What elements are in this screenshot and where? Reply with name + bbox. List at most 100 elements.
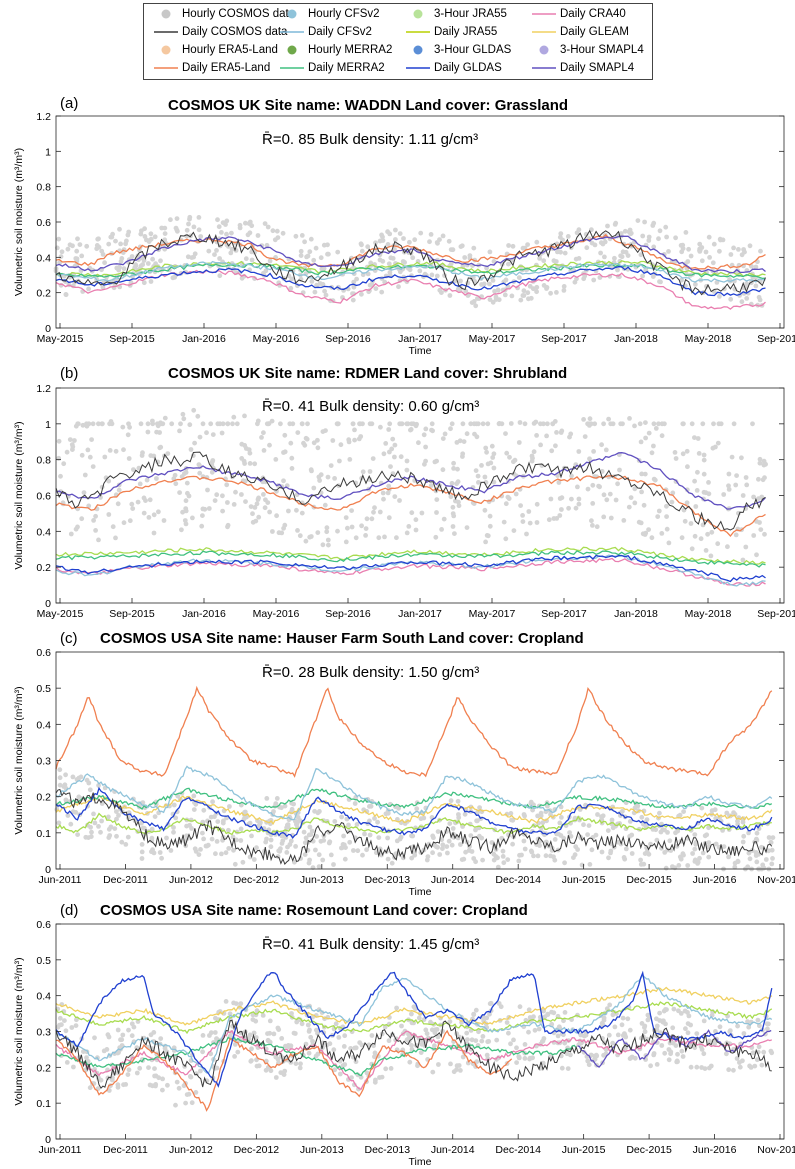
hourly-point — [685, 1030, 691, 1036]
hourly-point — [701, 457, 707, 463]
hourly-point — [650, 223, 656, 228]
hourly-point — [311, 485, 317, 491]
hourly-point — [450, 504, 456, 510]
x-tick-label: May-2017 — [469, 333, 516, 345]
hourly-point — [725, 544, 730, 550]
hourly-point — [632, 500, 638, 506]
hourly-point — [71, 1064, 76, 1070]
hourly-point — [557, 513, 563, 518]
hourly-point — [79, 516, 85, 522]
hourly-point — [621, 855, 627, 860]
legend-swatch — [413, 45, 423, 55]
hourly-point — [657, 810, 662, 816]
hourly-point — [569, 473, 574, 479]
hourly-point — [640, 531, 646, 537]
hourly-point — [388, 464, 393, 469]
hourly-point — [156, 509, 161, 515]
hourly-point — [288, 285, 294, 291]
hourly-point — [551, 516, 557, 521]
hourly-point — [745, 864, 751, 870]
hourly-point — [693, 841, 699, 847]
hourly-point — [372, 816, 377, 821]
hourly-point — [94, 243, 100, 248]
hourly-point — [568, 833, 574, 839]
hourly-point — [243, 256, 249, 262]
hourly-point — [169, 421, 175, 427]
legend-label: Daily GLEAM — [560, 26, 630, 38]
hourly-point — [462, 255, 468, 260]
hourly-point — [663, 865, 669, 871]
hourly-point — [135, 1019, 141, 1024]
hourly-point — [468, 833, 474, 838]
hourly-point — [473, 1038, 479, 1043]
hourly-point — [380, 234, 385, 240]
hourly-point — [492, 288, 497, 294]
jra55-line — [55, 1001, 773, 1035]
hourly-point — [404, 530, 410, 536]
hourly-point — [152, 234, 158, 240]
hourly-point — [678, 243, 684, 248]
hourly-point — [282, 830, 288, 836]
hourly-point — [766, 835, 772, 840]
hourly-point — [373, 286, 379, 291]
hourly-point — [177, 428, 182, 434]
hourly-point — [643, 420, 648, 425]
hourly-point — [491, 259, 497, 264]
legend-swatch — [161, 9, 171, 19]
hourly-point — [518, 503, 523, 508]
hourly-point — [113, 448, 119, 454]
hourly-point — [63, 772, 68, 778]
hourly-point — [427, 239, 432, 245]
panel-a: 0 0.2 0.4 0.6 0.8 1 1.2 May-2015 Sep-2015 Jan-201… — [0, 92, 795, 374]
hourly-point — [150, 256, 156, 262]
hourly-point — [311, 440, 317, 446]
hourly-point — [450, 826, 456, 831]
hourly-point — [530, 455, 535, 461]
hourly-point — [292, 1031, 298, 1036]
hourly-point — [753, 283, 759, 289]
hourly-point — [187, 1074, 193, 1079]
hourly-point — [377, 252, 383, 258]
hourly-point — [434, 240, 440, 245]
hourly-point — [205, 487, 210, 493]
hourly-point — [389, 860, 395, 866]
hourly-point — [449, 842, 455, 848]
hourly-point — [409, 1011, 414, 1017]
hourly-point — [467, 253, 473, 258]
hourly-point — [627, 1027, 633, 1033]
hourly-point — [268, 1068, 274, 1074]
hourly-point — [309, 838, 315, 844]
hourly-point — [732, 864, 738, 870]
hourly-point — [436, 1062, 441, 1067]
hourly-point — [651, 1051, 657, 1056]
hourly-point — [281, 1071, 286, 1077]
hourly-point — [480, 421, 486, 427]
hourly-point — [316, 474, 322, 480]
hourly-point — [281, 450, 286, 455]
hourly-point — [65, 246, 71, 252]
hourly-point — [572, 279, 578, 285]
hourly-point — [173, 1102, 178, 1108]
x-tick-label: Sep-2015 — [109, 333, 155, 345]
hourly-point — [252, 505, 258, 510]
hourly-point — [642, 219, 647, 225]
hourly-point — [683, 1026, 688, 1032]
hourly-point — [75, 832, 80, 837]
hourly-point — [171, 825, 176, 830]
hourly-point — [686, 246, 691, 252]
hourly-point — [212, 1030, 218, 1035]
hourly-point — [763, 1031, 768, 1037]
hourly-point — [364, 516, 370, 522]
hourly-point — [209, 469, 215, 475]
hourly-point — [513, 491, 519, 497]
x-tick-label: May-2016 — [253, 333, 300, 345]
hourly-point — [663, 224, 669, 230]
hourly-point — [627, 1056, 633, 1061]
hourly-point — [173, 225, 179, 231]
hourly-point — [745, 1019, 750, 1025]
hourly-point — [511, 1037, 516, 1043]
hourly-point — [224, 231, 229, 237]
hourly-point — [685, 464, 690, 470]
hourly-point — [465, 1060, 471, 1066]
